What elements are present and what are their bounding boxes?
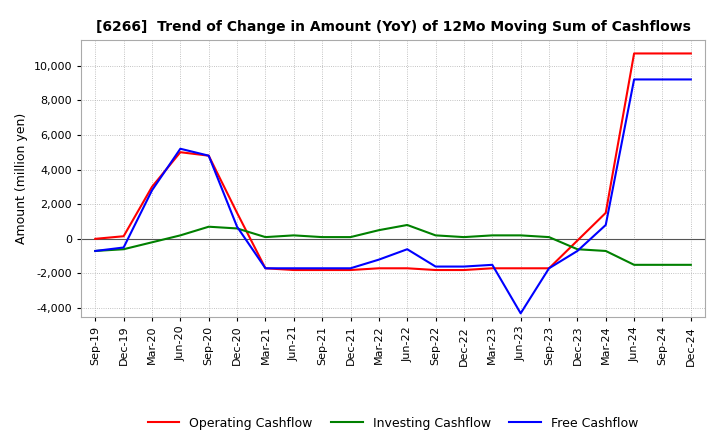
Investing Cashflow [488, 233, 497, 238]
Operating Cashflow [601, 210, 610, 216]
Investing Cashflow [630, 262, 639, 268]
Operating Cashflow [488, 266, 497, 271]
Investing Cashflow [573, 246, 582, 252]
Legend: Operating Cashflow, Investing Cashflow, Free Cashflow: Operating Cashflow, Investing Cashflow, … [143, 412, 643, 435]
Free Cashflow [120, 245, 128, 250]
Free Cashflow [289, 266, 298, 271]
Free Cashflow [431, 264, 440, 269]
Operating Cashflow [573, 238, 582, 243]
Free Cashflow [573, 248, 582, 253]
Operating Cashflow [630, 51, 639, 56]
Investing Cashflow [204, 224, 213, 229]
Free Cashflow [516, 311, 525, 316]
Operating Cashflow [318, 268, 326, 273]
Y-axis label: Amount (million yen): Amount (million yen) [15, 113, 28, 244]
Operating Cashflow [233, 210, 241, 216]
Free Cashflow [318, 266, 326, 271]
Operating Cashflow [686, 51, 695, 56]
Free Cashflow [630, 77, 639, 82]
Investing Cashflow [148, 240, 156, 245]
Free Cashflow [346, 266, 355, 271]
Operating Cashflow [261, 266, 270, 271]
Operating Cashflow [176, 150, 184, 155]
Free Cashflow [488, 262, 497, 268]
Operating Cashflow [91, 236, 99, 242]
Operating Cashflow [148, 184, 156, 190]
Free Cashflow [545, 266, 554, 271]
Investing Cashflow [261, 235, 270, 240]
Investing Cashflow [403, 222, 412, 227]
Operating Cashflow [545, 266, 554, 271]
Investing Cashflow [686, 262, 695, 268]
Operating Cashflow [658, 51, 667, 56]
Operating Cashflow [289, 268, 298, 273]
Investing Cashflow [233, 226, 241, 231]
Investing Cashflow [318, 235, 326, 240]
Investing Cashflow [120, 246, 128, 252]
Title: [6266]  Trend of Change in Amount (YoY) of 12Mo Moving Sum of Cashflows: [6266] Trend of Change in Amount (YoY) o… [96, 20, 690, 34]
Operating Cashflow [516, 266, 525, 271]
Operating Cashflow [374, 266, 383, 271]
Operating Cashflow [346, 268, 355, 273]
Operating Cashflow [431, 268, 440, 273]
Investing Cashflow [516, 233, 525, 238]
Investing Cashflow [601, 248, 610, 253]
Free Cashflow [403, 246, 412, 252]
Investing Cashflow [459, 235, 468, 240]
Investing Cashflow [545, 235, 554, 240]
Investing Cashflow [346, 235, 355, 240]
Free Cashflow [204, 153, 213, 158]
Free Cashflow [601, 222, 610, 227]
Free Cashflow [374, 257, 383, 262]
Free Cashflow [148, 188, 156, 193]
Investing Cashflow [658, 262, 667, 268]
Free Cashflow [91, 248, 99, 253]
Operating Cashflow [120, 234, 128, 239]
Investing Cashflow [374, 227, 383, 233]
Operating Cashflow [204, 153, 213, 158]
Operating Cashflow [459, 268, 468, 273]
Free Cashflow [658, 77, 667, 82]
Free Cashflow [176, 146, 184, 151]
Investing Cashflow [289, 233, 298, 238]
Operating Cashflow [403, 266, 412, 271]
Investing Cashflow [91, 248, 99, 253]
Free Cashflow [686, 77, 695, 82]
Free Cashflow [459, 264, 468, 269]
Investing Cashflow [176, 233, 184, 238]
Line: Operating Cashflow: Operating Cashflow [95, 53, 690, 270]
Investing Cashflow [431, 233, 440, 238]
Line: Investing Cashflow: Investing Cashflow [95, 225, 690, 265]
Free Cashflow [233, 224, 241, 229]
Line: Free Cashflow: Free Cashflow [95, 80, 690, 313]
Free Cashflow [261, 266, 270, 271]
